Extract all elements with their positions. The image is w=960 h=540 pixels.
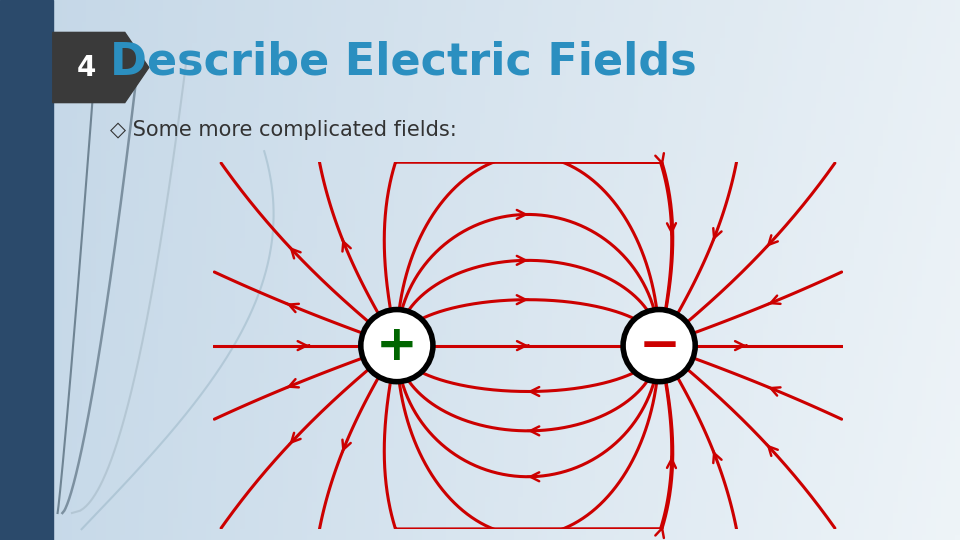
Circle shape <box>361 309 433 382</box>
Text: ◇ Some more complicated fields:: ◇ Some more complicated fields: <box>110 119 457 140</box>
Text: +: + <box>376 322 418 369</box>
Text: 4: 4 <box>77 53 96 82</box>
Circle shape <box>623 309 695 382</box>
Bar <box>0 0 53 540</box>
Text: Describe Electric Fields: Describe Electric Fields <box>110 40 697 84</box>
Polygon shape <box>53 32 149 103</box>
Text: −: − <box>638 322 680 369</box>
